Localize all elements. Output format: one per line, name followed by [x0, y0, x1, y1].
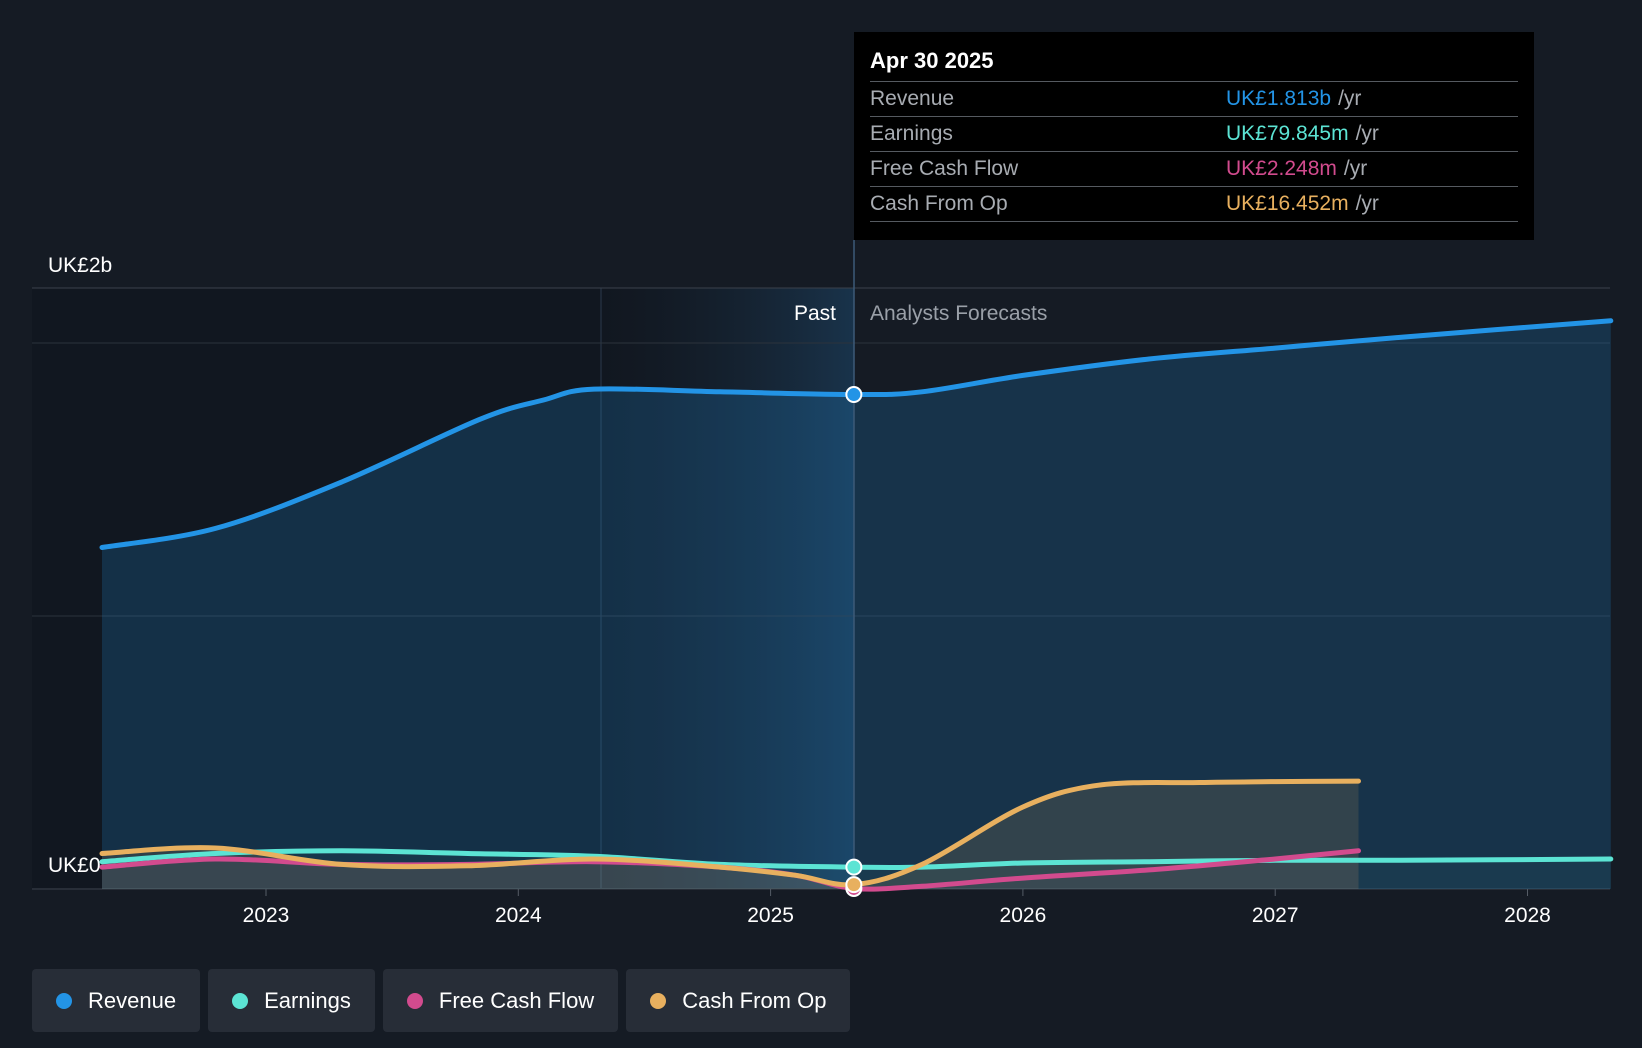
legend-label: Free Cash Flow [438, 987, 595, 1013]
tooltip-series-name: Revenue [870, 87, 955, 110]
x-axis-ticks: 2023 2024 2025 2026 2027 2028 [243, 889, 1551, 927]
y-axis-bottom-label: UK£0 [48, 854, 101, 877]
revenue-area [102, 320, 1611, 889]
series-lines [99, 318, 1614, 892]
x-tick-label: 2027 [1252, 904, 1299, 927]
x-tick-label: 2026 [1000, 904, 1047, 927]
revenue-marker [845, 386, 863, 404]
legend: Revenue Earnings Free Cash Flow Cash From O… [32, 969, 851, 1032]
x-tick-label: 2023 [243, 904, 290, 927]
legend-dot-icon [650, 992, 667, 1009]
tooltip-row-free-cash-flow: Free Cash Flow UK£2.248m/yr [870, 151, 1518, 186]
legend-item-earnings[interactable]: Earnings [208, 969, 375, 1032]
tooltip-series-name: Free Cash Flow [870, 157, 1019, 180]
legend-item-cash-from-op[interactable]: Cash From Op [626, 969, 851, 1032]
tooltip-markers [845, 386, 863, 897]
tooltip-unit: /yr [1355, 192, 1379, 215]
legend-dot-icon [232, 992, 249, 1009]
revenue-line [99, 318, 1614, 550]
legend-label: Cash From Op [682, 987, 827, 1013]
y-axis-top-label: UK£2b [48, 254, 112, 277]
cash-from-op-marker [845, 876, 863, 894]
x-tick-label: 2024 [495, 904, 542, 927]
tooltip-series-value: UK£79.845m [1226, 122, 1349, 145]
legend-label: Earnings [264, 987, 351, 1013]
tooltip-series-value: UK£2.248m [1226, 157, 1337, 180]
earnings-marker [845, 858, 863, 876]
legend-dot-icon [406, 992, 423, 1009]
forecast-label: Analysts Forecasts [870, 302, 1047, 325]
cash-from-op-line [99, 778, 1361, 888]
tooltip-rows: Revenue UK£1.813b/yr Earnings UK£79.845m/yr… [870, 81, 1518, 222]
tooltip-date: Apr 30 2025 [870, 48, 994, 73]
tooltip: Apr 30 2025 Revenue UK£1.813b/yr Earnings U… [854, 32, 1534, 240]
tooltip-series-value: UK£1.813b [1226, 87, 1332, 110]
legend-label: Revenue [88, 987, 177, 1013]
legend-dot-icon [56, 992, 72, 1009]
tooltip-unit: /yr [1338, 87, 1362, 110]
tooltip-series-name: Cash From Op [870, 192, 1008, 215]
tooltip-unit: /yr [1355, 122, 1379, 145]
legend-item-revenue[interactable]: Revenue [32, 969, 201, 1032]
tooltip-unit: /yr [1343, 157, 1368, 180]
tooltip-row-earnings: Earnings UK£79.845m/yr [870, 116, 1518, 151]
x-tick-label: 2028 [1504, 904, 1551, 927]
tooltip-row-cash-from-op: Cash From Op UK£16.452m/yr [870, 186, 1518, 222]
tooltip-series-value: UK£16.452m [1226, 192, 1349, 215]
x-tick-label: 2025 [747, 904, 794, 927]
legend-item-free-cash-flow[interactable]: Free Cash Flow [382, 969, 619, 1032]
tooltip-row-revenue: Revenue UK£1.813b/yr [870, 81, 1518, 116]
past-label: Past [794, 302, 836, 325]
tooltip-series-name: Earnings [870, 122, 953, 145]
